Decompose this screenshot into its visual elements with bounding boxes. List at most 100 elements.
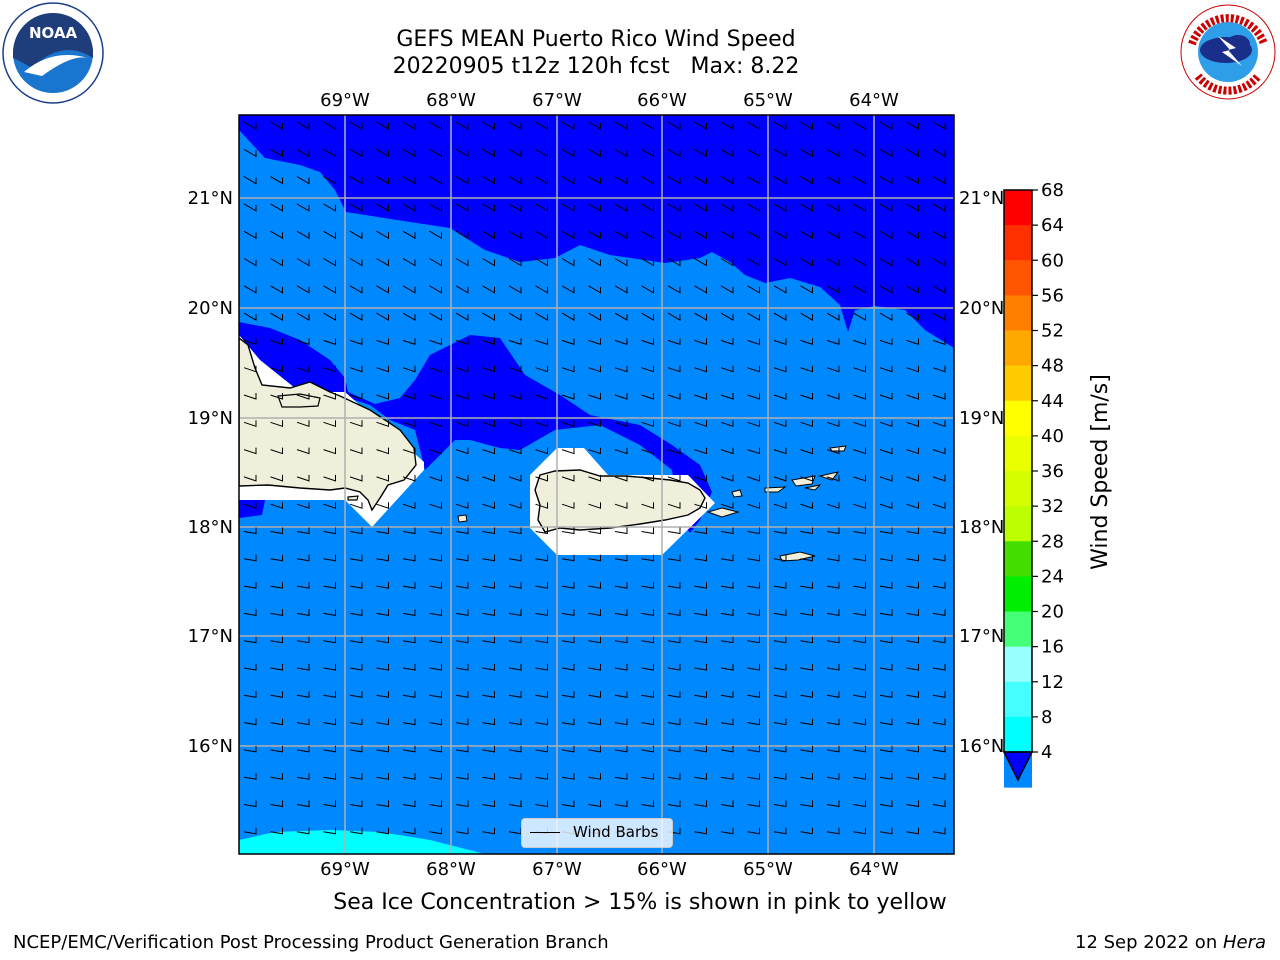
wind-barb <box>641 691 654 698</box>
footer-date: 12 Sep 2022 on Hera <box>1075 932 1266 953</box>
wind-barb <box>694 554 707 562</box>
wind-barb <box>641 527 654 535</box>
wind-barb <box>906 636 919 644</box>
wind-barb <box>429 230 442 240</box>
wind-barb <box>932 203 946 212</box>
wind-barb <box>614 554 628 562</box>
wind-barb <box>508 338 522 346</box>
wind-barb <box>800 636 813 644</box>
wind-barb <box>667 393 681 400</box>
wind-barb <box>879 230 893 240</box>
wind-barb <box>588 203 601 212</box>
wind-barb <box>402 420 416 427</box>
wind-barb <box>323 285 336 294</box>
wind-barb <box>906 447 919 455</box>
wind-barb <box>694 285 707 294</box>
wind-barb <box>641 502 654 509</box>
virgin-islands <box>764 471 840 493</box>
sea-ice-caption: Sea Ice Concentration > 15% is shown in … <box>333 890 947 915</box>
mona-island <box>457 514 468 523</box>
wind-barb <box>932 502 946 509</box>
wind-barb <box>296 338 310 346</box>
wind-barb <box>482 474 495 482</box>
wind-barb <box>694 582 707 589</box>
wind-barb <box>296 827 310 835</box>
colorbar-tick-label: 20 <box>1041 602 1064 623</box>
wind-barb <box>270 800 283 808</box>
wind-barb <box>482 664 495 671</box>
wind-barb <box>614 582 628 589</box>
wind-barb <box>535 258 548 267</box>
wind-barb <box>906 203 919 212</box>
wind-barb <box>826 312 840 321</box>
lat-label-left: 18°N <box>188 517 233 538</box>
wind-barb <box>243 420 257 427</box>
wind-barb <box>800 609 813 616</box>
wind-barb <box>588 718 601 726</box>
wind-barb <box>376 773 389 780</box>
wind-barb <box>720 827 734 835</box>
wind-barb <box>747 365 760 373</box>
wind-barb <box>535 636 548 644</box>
wind-barb <box>853 121 866 130</box>
wind-barb <box>243 176 257 185</box>
legend-line-sample <box>530 832 560 833</box>
colorbar-band <box>1004 611 1032 648</box>
wind-barb <box>376 312 389 321</box>
wind-barb <box>402 148 416 158</box>
wind-barb <box>535 285 548 294</box>
wind-barb <box>561 745 575 753</box>
wind-barb <box>270 258 283 267</box>
wind-barb <box>588 121 601 130</box>
wind-barb <box>720 691 734 698</box>
wind-barb <box>747 664 760 671</box>
wind-barb <box>747 230 760 240</box>
wind-barb <box>482 827 495 835</box>
wind-barb <box>614 664 628 671</box>
wind-barb <box>747 527 760 535</box>
gridlines <box>239 115 954 854</box>
wind-barb <box>508 474 522 482</box>
wind-barb <box>376 420 389 427</box>
colorbar-tick-label: 8 <box>1041 707 1052 728</box>
wind-barb <box>561 527 575 535</box>
wind-barb <box>243 203 257 212</box>
wind-barb <box>694 121 707 130</box>
wind-barb <box>800 691 813 698</box>
wind-barb <box>773 365 787 373</box>
wind-barb <box>402 745 416 753</box>
wind-barb <box>243 691 257 698</box>
national-weather-service-logo <box>1180 4 1276 100</box>
wind-barb <box>429 338 442 346</box>
wind-barb <box>826 447 840 455</box>
wind-barb <box>270 176 283 185</box>
wind-barb <box>588 230 601 240</box>
lon-label-top: 67°W <box>532 90 582 111</box>
wind-barb <box>641 474 654 482</box>
wind-barb <box>932 773 946 780</box>
wind-barb <box>720 148 734 158</box>
wind-barb <box>455 773 469 780</box>
wind-barb <box>826 827 840 835</box>
wind-barb <box>800 582 813 589</box>
wind-barb <box>588 447 601 455</box>
wind-barb <box>773 502 787 509</box>
wind-barb <box>270 554 283 562</box>
wind-barb <box>482 258 495 267</box>
wind-barb <box>826 420 840 427</box>
wind-barb <box>800 420 813 427</box>
wind-barb <box>826 609 840 616</box>
wind-barb <box>853 148 866 158</box>
wind-barb <box>296 121 310 130</box>
wind-barb <box>853 447 866 455</box>
wind-barb <box>667 258 681 267</box>
wind-barb <box>296 554 310 562</box>
wind-barb <box>932 718 946 726</box>
wind-barb <box>588 582 601 589</box>
wind-barb <box>243 745 257 753</box>
wind-barb <box>535 447 548 455</box>
wind-barb <box>561 447 575 455</box>
wind-barb <box>773 827 787 835</box>
wind-barb <box>323 527 336 535</box>
wind-barb <box>482 420 495 427</box>
